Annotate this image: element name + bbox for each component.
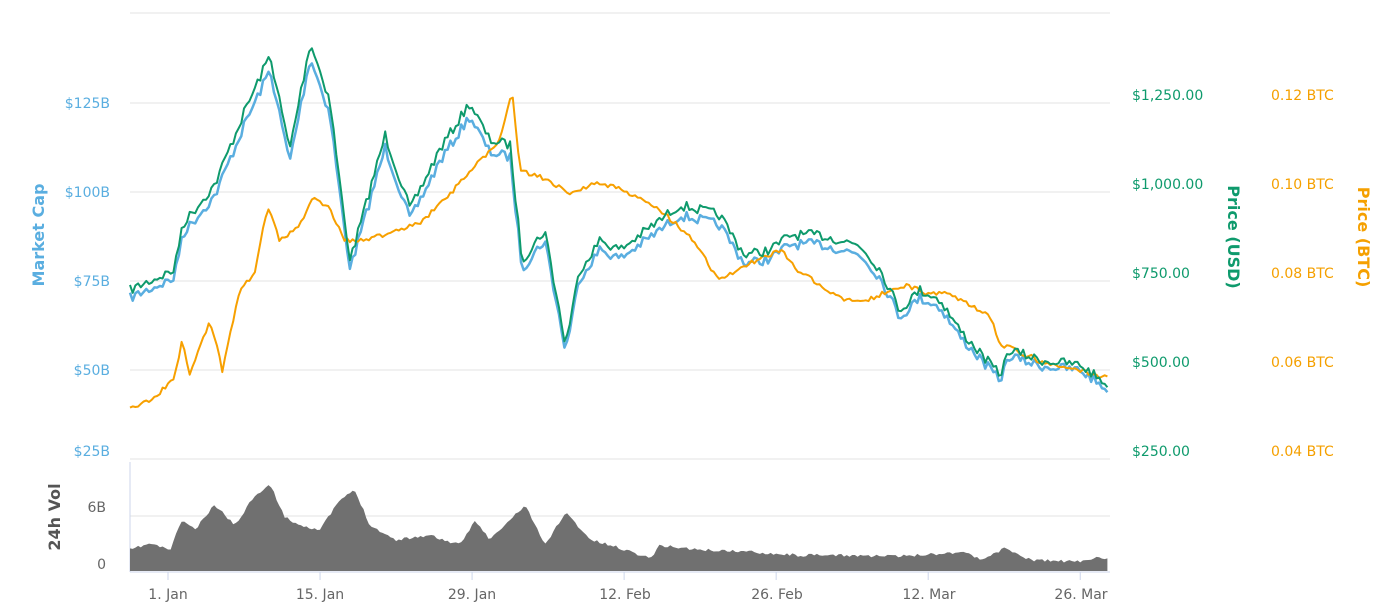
x-tick-label: 12. Mar — [902, 587, 955, 603]
chart-marks — [128, 47, 1109, 571]
usd-tick-label: $1,250.00 — [1132, 88, 1203, 104]
btc-tick-label: 0.06 BTC — [1271, 355, 1334, 371]
usd-tick-label: $750.00 — [1132, 266, 1190, 282]
volume-axis-title: 24h Vol — [45, 483, 64, 550]
mcap-tick-label: $25B — [74, 444, 110, 460]
x-tick-label: 1. Jan — [148, 587, 187, 603]
mcap-tick-label: $125B — [65, 96, 110, 112]
usd-tick-label: $250.00 — [1132, 444, 1190, 460]
mcap-tick-label: $50B — [74, 363, 110, 379]
usd-tick-label: $1,000.00 — [1132, 177, 1203, 193]
x-tick-label: 15. Jan — [296, 587, 344, 603]
volume-tick-label: 0 — [97, 557, 106, 573]
market-cap-line — [128, 62, 1109, 393]
x-tick-label: 26. Feb — [751, 587, 803, 603]
usd-axis-title: Price (USD) — [1224, 185, 1243, 288]
volume-tick-label: 6B — [87, 500, 106, 516]
gridlines — [129, 12, 1110, 580]
mcap-tick-label: $100B — [65, 185, 110, 201]
usd-tick-label: $500.00 — [1132, 355, 1190, 371]
x-tick-label: 26. Mar — [1054, 587, 1107, 603]
btc-tick-label: 0.08 BTC — [1271, 266, 1334, 282]
x-tick-label: 29. Jan — [448, 587, 496, 603]
mcap-tick-label: $75B — [74, 274, 110, 290]
btc-tick-label: 0.12 BTC — [1271, 88, 1334, 104]
btc-axis-title: Price (BTC) — [1354, 187, 1373, 287]
volume-area — [130, 485, 1108, 571]
price-btc-line — [129, 96, 1108, 409]
btc-tick-label: 0.04 BTC — [1271, 444, 1334, 460]
btc-tick-label: 0.10 BTC — [1271, 177, 1334, 193]
mcap-axis-title: Market Cap — [29, 184, 48, 287]
price-usd-line — [129, 47, 1109, 388]
x-tick-label: 12. Feb — [599, 587, 651, 603]
